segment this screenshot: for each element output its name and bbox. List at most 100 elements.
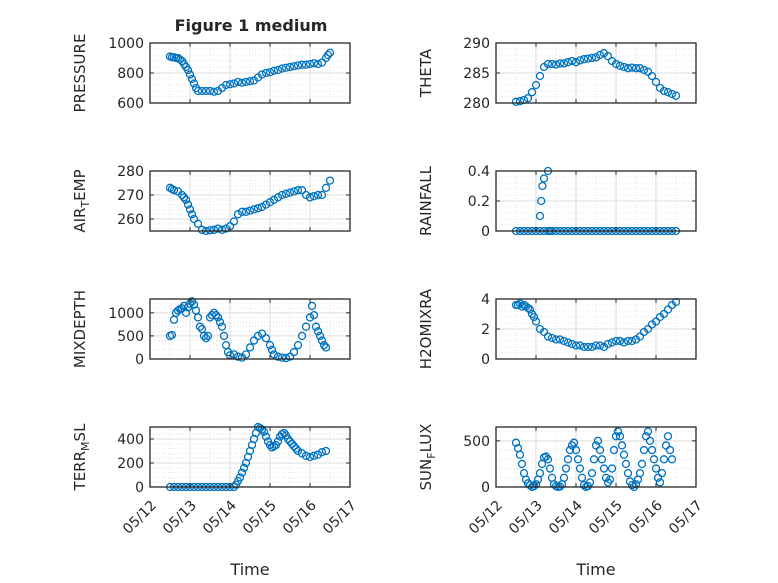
data-point	[627, 481, 637, 490]
data-point	[603, 52, 613, 61]
data-point	[567, 56, 577, 66]
data-point	[667, 89, 677, 99]
data-point	[177, 190, 187, 200]
data-point	[635, 469, 645, 478]
data-point	[547, 59, 557, 69]
data-point	[269, 350, 279, 359]
y-tick-label: 800	[117, 66, 144, 82]
data-point	[649, 455, 659, 464]
data-point	[285, 188, 295, 197]
data-point	[289, 187, 299, 196]
data-point	[177, 304, 187, 313]
data-point	[325, 176, 335, 185]
y-axis-label: H2OMIXRA	[417, 288, 435, 369]
axes-box	[149, 170, 351, 232]
data-point	[517, 302, 527, 311]
data-point	[281, 353, 291, 363]
subplot-air-temp: 260 270 280 AIRTEMP	[71, 164, 351, 236]
data-point	[281, 189, 291, 198]
data-point	[613, 427, 623, 436]
data-point	[605, 475, 615, 484]
data-point	[221, 80, 231, 90]
data-point	[575, 56, 585, 65]
data-point	[535, 71, 545, 81]
data-point	[531, 80, 541, 90]
data-point	[565, 445, 575, 455]
data-point	[249, 205, 259, 214]
data-point	[575, 464, 585, 473]
data-point	[513, 300, 523, 310]
data-point	[535, 211, 545, 221]
y-axis-label-part: SL	[71, 423, 89, 442]
data-point	[297, 186, 307, 195]
data-point	[571, 445, 581, 455]
y-axis-label-part: TERR	[71, 451, 89, 492]
x-axis-label: Time	[229, 560, 269, 579]
y-tick-label: 200	[117, 456, 144, 472]
data-point	[193, 86, 203, 96]
data-point	[573, 455, 583, 464]
data-point	[659, 455, 669, 464]
data-point	[591, 341, 601, 350]
y-tick-label: 1000	[108, 36, 144, 52]
data-point	[261, 432, 271, 441]
data-point	[661, 441, 671, 450]
data-point	[635, 64, 645, 73]
data-point	[639, 445, 649, 455]
data-point	[185, 70, 195, 79]
y-axis-label: THETA	[417, 48, 435, 98]
data-point	[615, 336, 625, 346]
data-point	[167, 330, 177, 340]
y-tick-label: 290	[463, 36, 490, 52]
data-point	[201, 334, 211, 343]
y-tick-label: 400	[117, 432, 144, 448]
data-point	[237, 468, 247, 477]
data-point	[305, 59, 315, 69]
data-point	[279, 428, 289, 438]
data-point	[617, 441, 627, 450]
data-point	[583, 342, 593, 352]
data-point	[607, 338, 617, 347]
data-point	[615, 61, 625, 70]
data-point	[579, 55, 589, 64]
data-point	[589, 455, 599, 464]
data-point	[293, 61, 303, 70]
data-point	[201, 86, 211, 96]
data-point	[239, 463, 249, 472]
data-point	[571, 341, 581, 350]
data-point	[595, 50, 605, 60]
data-point	[321, 446, 331, 456]
axes-box	[495, 426, 697, 488]
y-tick-label: 0	[481, 480, 490, 496]
data-point	[309, 59, 319, 68]
data-point	[245, 77, 255, 86]
data-point	[577, 473, 587, 482]
data-point	[245, 206, 255, 215]
data-point	[245, 343, 255, 352]
data-point	[569, 438, 579, 447]
figure-title: Figure 1 medium	[175, 16, 328, 35]
data-point	[285, 352, 295, 361]
data-point	[551, 60, 561, 69]
data-point	[655, 478, 665, 487]
data-point	[611, 59, 621, 69]
data-point	[663, 432, 673, 441]
data-point	[559, 473, 569, 482]
y-axis-label: PRESSURE	[71, 34, 89, 113]
y-axis-label-subscript: T	[79, 201, 92, 209]
data-point	[237, 78, 247, 87]
y-tick-label: 600	[117, 96, 144, 112]
data-point	[229, 79, 239, 88]
data-point	[179, 193, 189, 202]
data-point	[313, 327, 323, 336]
subplot-mixdepth: 0 500 1000 MIXDEPTH	[71, 290, 351, 368]
data-point	[538, 181, 547, 191]
data-point	[277, 353, 287, 362]
data-point	[265, 440, 275, 450]
data-point	[305, 193, 315, 202]
data-point	[241, 350, 251, 359]
data-point	[657, 469, 667, 478]
y-tick-label: 0	[135, 480, 144, 496]
data-point	[173, 306, 183, 315]
